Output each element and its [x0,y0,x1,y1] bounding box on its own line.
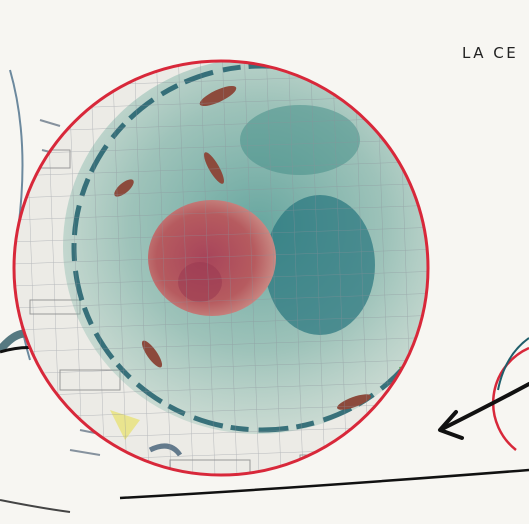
pen-stroke-bottom-2 [0,499,71,513]
blue-dot [420,428,428,436]
page-title: LA CE [462,44,519,62]
cell-drawing-icon [14,61,428,475]
magnifier-circle [12,59,430,477]
pen-stroke-bottom [119,468,529,500]
secondary-circle [491,337,529,451]
arrow-icon [438,382,529,440]
